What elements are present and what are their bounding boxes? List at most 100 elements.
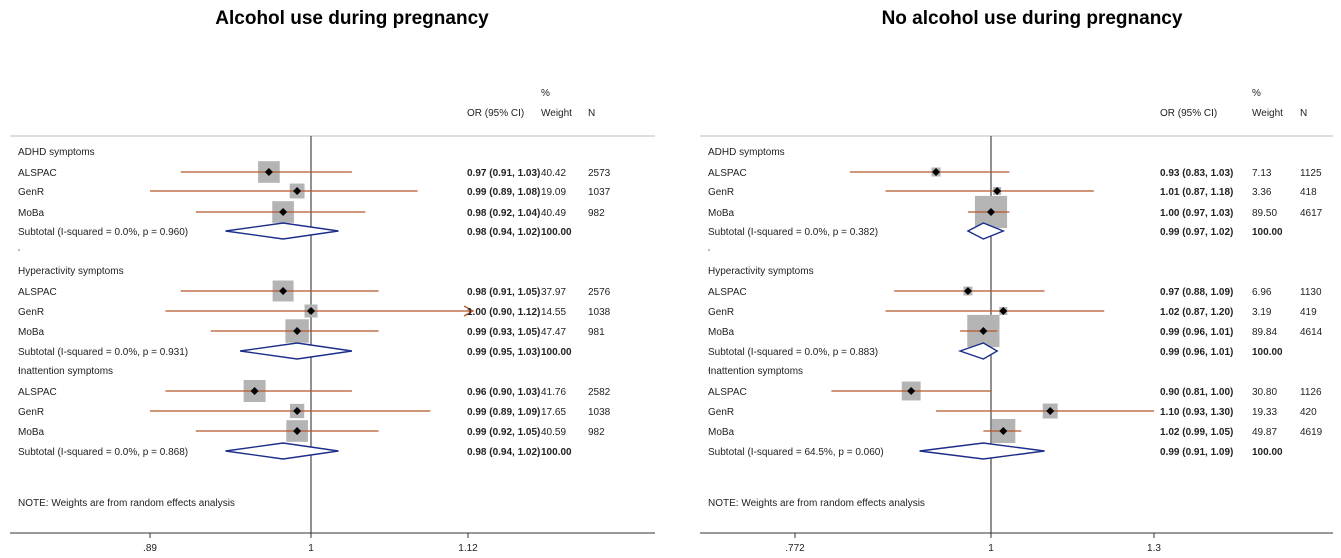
study-or-ci: 0.98 (0.91, 1.05) <box>467 287 540 298</box>
x-tick-label: .89 <box>143 543 157 554</box>
study-name: GenR <box>18 307 44 318</box>
study-n: 419 <box>1300 307 1317 318</box>
x-tick-label: 1.3 <box>1147 543 1161 554</box>
subtotal-diamond <box>919 442 1045 460</box>
study-or-ci: 1.02 (0.87, 1.20) <box>1160 307 1233 318</box>
study-weight: 89.50 <box>1252 208 1277 219</box>
subtotal-weight: 100.00 <box>1252 347 1283 358</box>
subtotal-weight: 100.00 <box>1252 447 1283 458</box>
note-text: NOTE: Weights are from random effects an… <box>18 498 235 509</box>
study-or-ci: 1.02 (0.99, 1.05) <box>1160 427 1233 438</box>
point-estimate <box>999 307 1008 315</box>
study-or-ci: 1.10 (0.93, 1.30) <box>1160 407 1233 418</box>
study-weight: 49.87 <box>1252 427 1277 438</box>
spacer-dot <box>18 369 20 371</box>
subtotal-or-ci: 0.99 (0.96, 1.01) <box>1160 347 1233 358</box>
forest-panel-2: No alcohol use during pregnancy% OR (95% … <box>700 8 1333 554</box>
study-n: 1037 <box>588 187 611 198</box>
x-tick-label: .772 <box>785 543 805 554</box>
study-weight: 14.55 <box>541 307 566 318</box>
group-label: ADHD symptoms <box>708 147 785 158</box>
study-weight: 30.80 <box>1252 387 1277 398</box>
study-n: 418 <box>1300 187 1317 198</box>
header-n: N <box>1300 108 1307 119</box>
study-name: GenR <box>18 187 44 198</box>
study-name: ALSPAC <box>18 168 57 179</box>
point-estimate <box>987 208 995 216</box>
study-or-ci: 0.99 (0.96, 1.01) <box>1160 327 1233 338</box>
study-weight: 3.19 <box>1252 307 1272 318</box>
chart-title: Alcohol use during pregnancy <box>215 8 489 29</box>
subtotal-diamond <box>966 222 1006 240</box>
study-or-ci: 0.99 (0.89, 1.09) <box>467 407 540 418</box>
header-weight: Weight <box>541 108 572 119</box>
study-n: 1038 <box>588 407 611 418</box>
study-or-ci: 0.97 (0.91, 1.03) <box>467 168 540 179</box>
study-weight: 6.96 <box>1252 287 1272 298</box>
subtotal-or-ci: 0.99 (0.91, 1.09) <box>1160 447 1233 458</box>
subtotal-diamond <box>225 442 339 460</box>
study-n: 4614 <box>1300 327 1323 338</box>
study-weight: 40.59 <box>541 427 566 438</box>
spacer-dot <box>708 369 710 371</box>
subtotal-weight: 100.00 <box>541 227 572 238</box>
point-estimate <box>293 187 302 195</box>
study-n: 4617 <box>1300 208 1323 219</box>
study-n: 1038 <box>588 307 611 318</box>
subtotal-diamond <box>957 342 999 360</box>
study-weight: 17.65 <box>541 407 566 418</box>
study-weight: 40.42 <box>541 168 566 179</box>
study-name: GenR <box>708 307 734 318</box>
point-estimate <box>279 287 288 295</box>
study-weight: 37.97 <box>541 287 566 298</box>
subtotal-weight: 100.00 <box>541 347 572 358</box>
study-name: ALSPAC <box>18 387 57 398</box>
study-name: MoBa <box>708 427 735 438</box>
group-label: Hyperactivity symptoms <box>18 266 124 277</box>
point-estimate <box>279 208 288 216</box>
spacer-dot <box>708 249 710 251</box>
study-n: 982 <box>588 427 605 438</box>
spacer-dot <box>18 249 20 251</box>
x-tick-label: 1 <box>308 543 314 554</box>
study-name: MoBa <box>18 427 45 438</box>
study-name: ALSPAC <box>18 287 57 298</box>
subtotal-label: Subtotal (I-squared = 0.0%, p = 0.868) <box>18 447 188 458</box>
header-or: OR (95% CI) <box>467 108 524 119</box>
study-weight: 41.76 <box>541 387 566 398</box>
subtotal-diamond <box>225 222 339 240</box>
subtotal-label: Subtotal (I-squared = 64.5%, p = 0.060) <box>708 447 884 458</box>
subtotal-label: Subtotal (I-squared = 0.0%, p = 0.931) <box>18 347 188 358</box>
study-or-ci: 0.96 (0.90, 1.03) <box>467 387 540 398</box>
study-or-ci: 0.98 (0.92, 1.04) <box>467 208 540 219</box>
group-label: Inattention symptoms <box>708 366 803 377</box>
point-estimate <box>932 168 941 176</box>
header-n: N <box>588 108 595 119</box>
study-weight: 19.09 <box>541 187 566 198</box>
point-estimate <box>264 168 273 176</box>
study-or-ci: 0.99 (0.89, 1.08) <box>467 187 540 198</box>
study-or-ci: 1.01 (0.87, 1.18) <box>1160 187 1233 198</box>
point-estimate <box>293 327 302 335</box>
study-or-ci: 1.00 (0.90, 1.12) <box>467 307 540 318</box>
study-or-ci: 0.99 (0.93, 1.05) <box>467 327 540 338</box>
point-estimate <box>250 387 259 395</box>
ci-arrow <box>463 305 475 317</box>
study-n: 1126 <box>1300 387 1322 398</box>
study-name: MoBa <box>18 327 45 338</box>
subtotal-label: Subtotal (I-squared = 0.0%, p = 0.883) <box>708 347 878 358</box>
study-name: GenR <box>18 407 44 418</box>
study-n: 981 <box>588 327 605 338</box>
study-name: GenR <box>708 407 734 418</box>
forest-panel-1: Alcohol use during pregnancy% OR (95% CI)… <box>10 8 655 554</box>
study-name: GenR <box>708 187 734 198</box>
point-estimate <box>907 387 916 395</box>
study-n: 1125 <box>1300 168 1322 179</box>
subtotal-label: Subtotal (I-squared = 0.0%, p = 0.960) <box>18 227 188 238</box>
point-estimate <box>293 407 302 415</box>
subtotal-or-ci: 0.98 (0.94, 1.02) <box>467 227 540 238</box>
point-estimate <box>993 187 1002 195</box>
point-estimate <box>979 327 988 335</box>
study-name: ALSPAC <box>708 287 747 298</box>
